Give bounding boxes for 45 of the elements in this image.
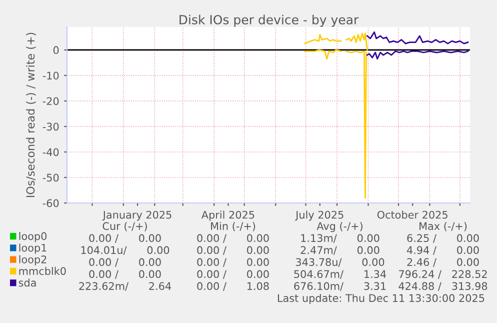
y-tick-label: 0 (53, 46, 59, 54)
text: 676.10m/ 3.31 (294, 282, 386, 291)
text: 424.88 / 313.98 (398, 282, 488, 291)
y-tick-label: -50 (42, 174, 59, 182)
text: 0.00 / 0.00 (89, 270, 161, 279)
text: 0.00 / 0.00 (89, 258, 161, 267)
text: Last update: Thu Dec 11 13:30:00 2025 (278, 294, 484, 304)
text: 1.13m/ 0.00 (301, 234, 380, 243)
text: 0.00 / 0.00 (89, 234, 161, 243)
text: 223.62m/ 2.64 (79, 282, 171, 291)
y-axis-title: IOs/second read (-) / write (+) (26, 32, 36, 198)
x-tick-label: October 2025 (377, 210, 448, 219)
line-series (366, 31, 469, 44)
text: 104.01u/ 0.00 (81, 246, 170, 255)
text: 6.25 / 0.00 (407, 234, 479, 243)
x-tick-label: April 2025 (201, 210, 254, 221)
text: 0.00 / 1.08 (197, 282, 269, 291)
text: Avg (-/+) (316, 222, 362, 232)
chart-title: Disk IOs per device - by year (180, 14, 359, 27)
text: 504.67m/ 1.34 (294, 270, 386, 279)
y-tick-label: -40 (42, 148, 59, 156)
legend-label: loop2 (19, 255, 46, 266)
x-tick-label: July 2025 (295, 210, 344, 221)
text: 796.24 / 228.52 (399, 270, 487, 279)
text: 4.94 / 0.00 (406, 246, 479, 255)
y-tick-label: -60 (42, 199, 59, 208)
line-series (366, 50, 469, 60)
text: 0.00 / 0.00 (197, 270, 269, 279)
text: 0.00 / 0.00 (197, 246, 269, 255)
legend-label: loop1 (19, 244, 46, 254)
text: 0.00 / 0.00 (197, 258, 269, 267)
x-tick-label: January 2025 (102, 210, 172, 221)
y-tick-label: -20 (42, 97, 59, 106)
text: 343.78u/ 0.00 (296, 258, 384, 267)
text: 2.47m/ 0.00 (300, 246, 380, 255)
text: Cur (-/+) (102, 222, 147, 232)
y-tick-label: -10 (42, 72, 59, 80)
legend-label: sda (18, 278, 36, 287)
text: Max (-/+) (420, 222, 467, 232)
text: 0.00 / 0.00 (197, 234, 269, 243)
legend-label: mmcblk0 (19, 266, 66, 275)
text: Min (-/+) (211, 222, 256, 232)
text: 2.46 / 0.00 (407, 258, 479, 267)
y-tick-label: -30 (42, 122, 59, 131)
legend-label: loop0 (19, 232, 47, 242)
